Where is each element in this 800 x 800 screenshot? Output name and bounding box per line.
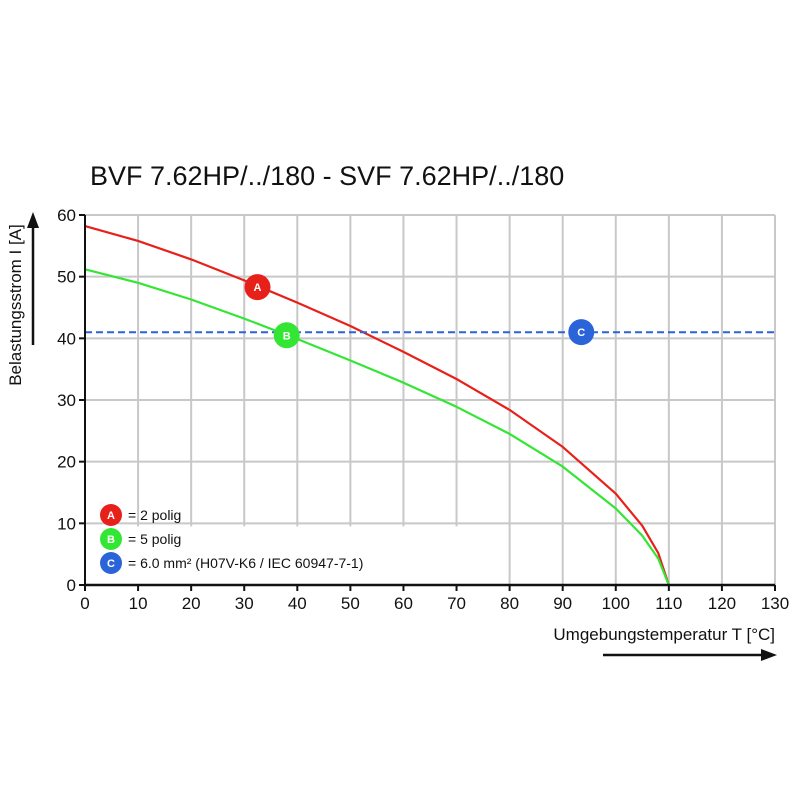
legend-entry-text-a: = 2 polig [128, 507, 181, 523]
grid [85, 214, 776, 585]
legend: A = 2 polig B = 5 polig C = 6.0 mm² (H07V-K6 … [100, 504, 363, 574]
x-tick-label: 10 [129, 594, 148, 613]
legend-box [87, 526, 475, 584]
y-tick-label: 40 [57, 329, 76, 348]
x-tick-label: 80 [500, 594, 519, 613]
x-tick-label: 110 [655, 594, 682, 613]
x-tick-label: 20 [182, 594, 201, 613]
y-tick-label: 30 [57, 391, 76, 410]
x-tick-label: 100 [602, 594, 630, 613]
series-lines [84, 225, 775, 586]
y-tick-label: 50 [57, 268, 76, 287]
legend-entry-text-b: = 5 polig [128, 531, 181, 547]
legend-marker-c [100, 552, 122, 574]
x-tick-label: 40 [288, 594, 307, 613]
x-tick-label: 30 [235, 594, 254, 613]
y-tick-label: 0 [67, 576, 76, 595]
x-arrow-head [761, 649, 777, 661]
marker-a [244, 274, 271, 301]
legend-marker-label-a: A [107, 510, 115, 522]
chart-title: BVF 7.62HP/../180 - SVF 7.62HP/../180 [90, 161, 564, 191]
y-tick-label: 20 [57, 453, 76, 472]
x-tick-label: 50 [341, 594, 360, 613]
x-tick-label: 70 [447, 594, 466, 613]
legend-entry-text-c: = 6.0 mm² (H07V-K6 / IEC 60947-7-1) [128, 555, 363, 571]
marker-label-b: B [283, 330, 291, 342]
marker-label-a: A [254, 282, 262, 294]
legend-marker-b [100, 528, 122, 550]
axes [27, 212, 777, 661]
legend-marker-label-c: C [107, 558, 115, 570]
marker-c [568, 319, 595, 346]
x-tick-label: 0 [80, 594, 89, 613]
x-tick-label: 90 [553, 594, 572, 613]
legend-marker-label-b: B [107, 534, 115, 546]
marker-label-c: C [577, 327, 585, 339]
y-arrow-head [27, 212, 39, 228]
legend-background [87, 526, 475, 584]
y-tick-label: 10 [57, 514, 76, 533]
marker-b [273, 322, 300, 349]
y-tick-label: 60 [57, 206, 76, 225]
series-line-b [84, 268, 670, 586]
x-tick-label: 60 [394, 594, 413, 613]
tick-labels: 0 10 20 30 40 50 60 70 80 90 100 110 120 130 0 10 20 30 40… [57, 206, 789, 613]
x-axis-label: Umgebungstemperatur T [°C] [553, 625, 775, 644]
x-tick-label: 120 [708, 594, 736, 613]
series-line-a [84, 225, 670, 586]
y-axis-label: Belastungsstrom I [A] [6, 224, 25, 386]
x-tick-label: 130 [761, 594, 789, 613]
legend-marker-a [100, 504, 122, 526]
series-markers: A B C [244, 274, 595, 349]
